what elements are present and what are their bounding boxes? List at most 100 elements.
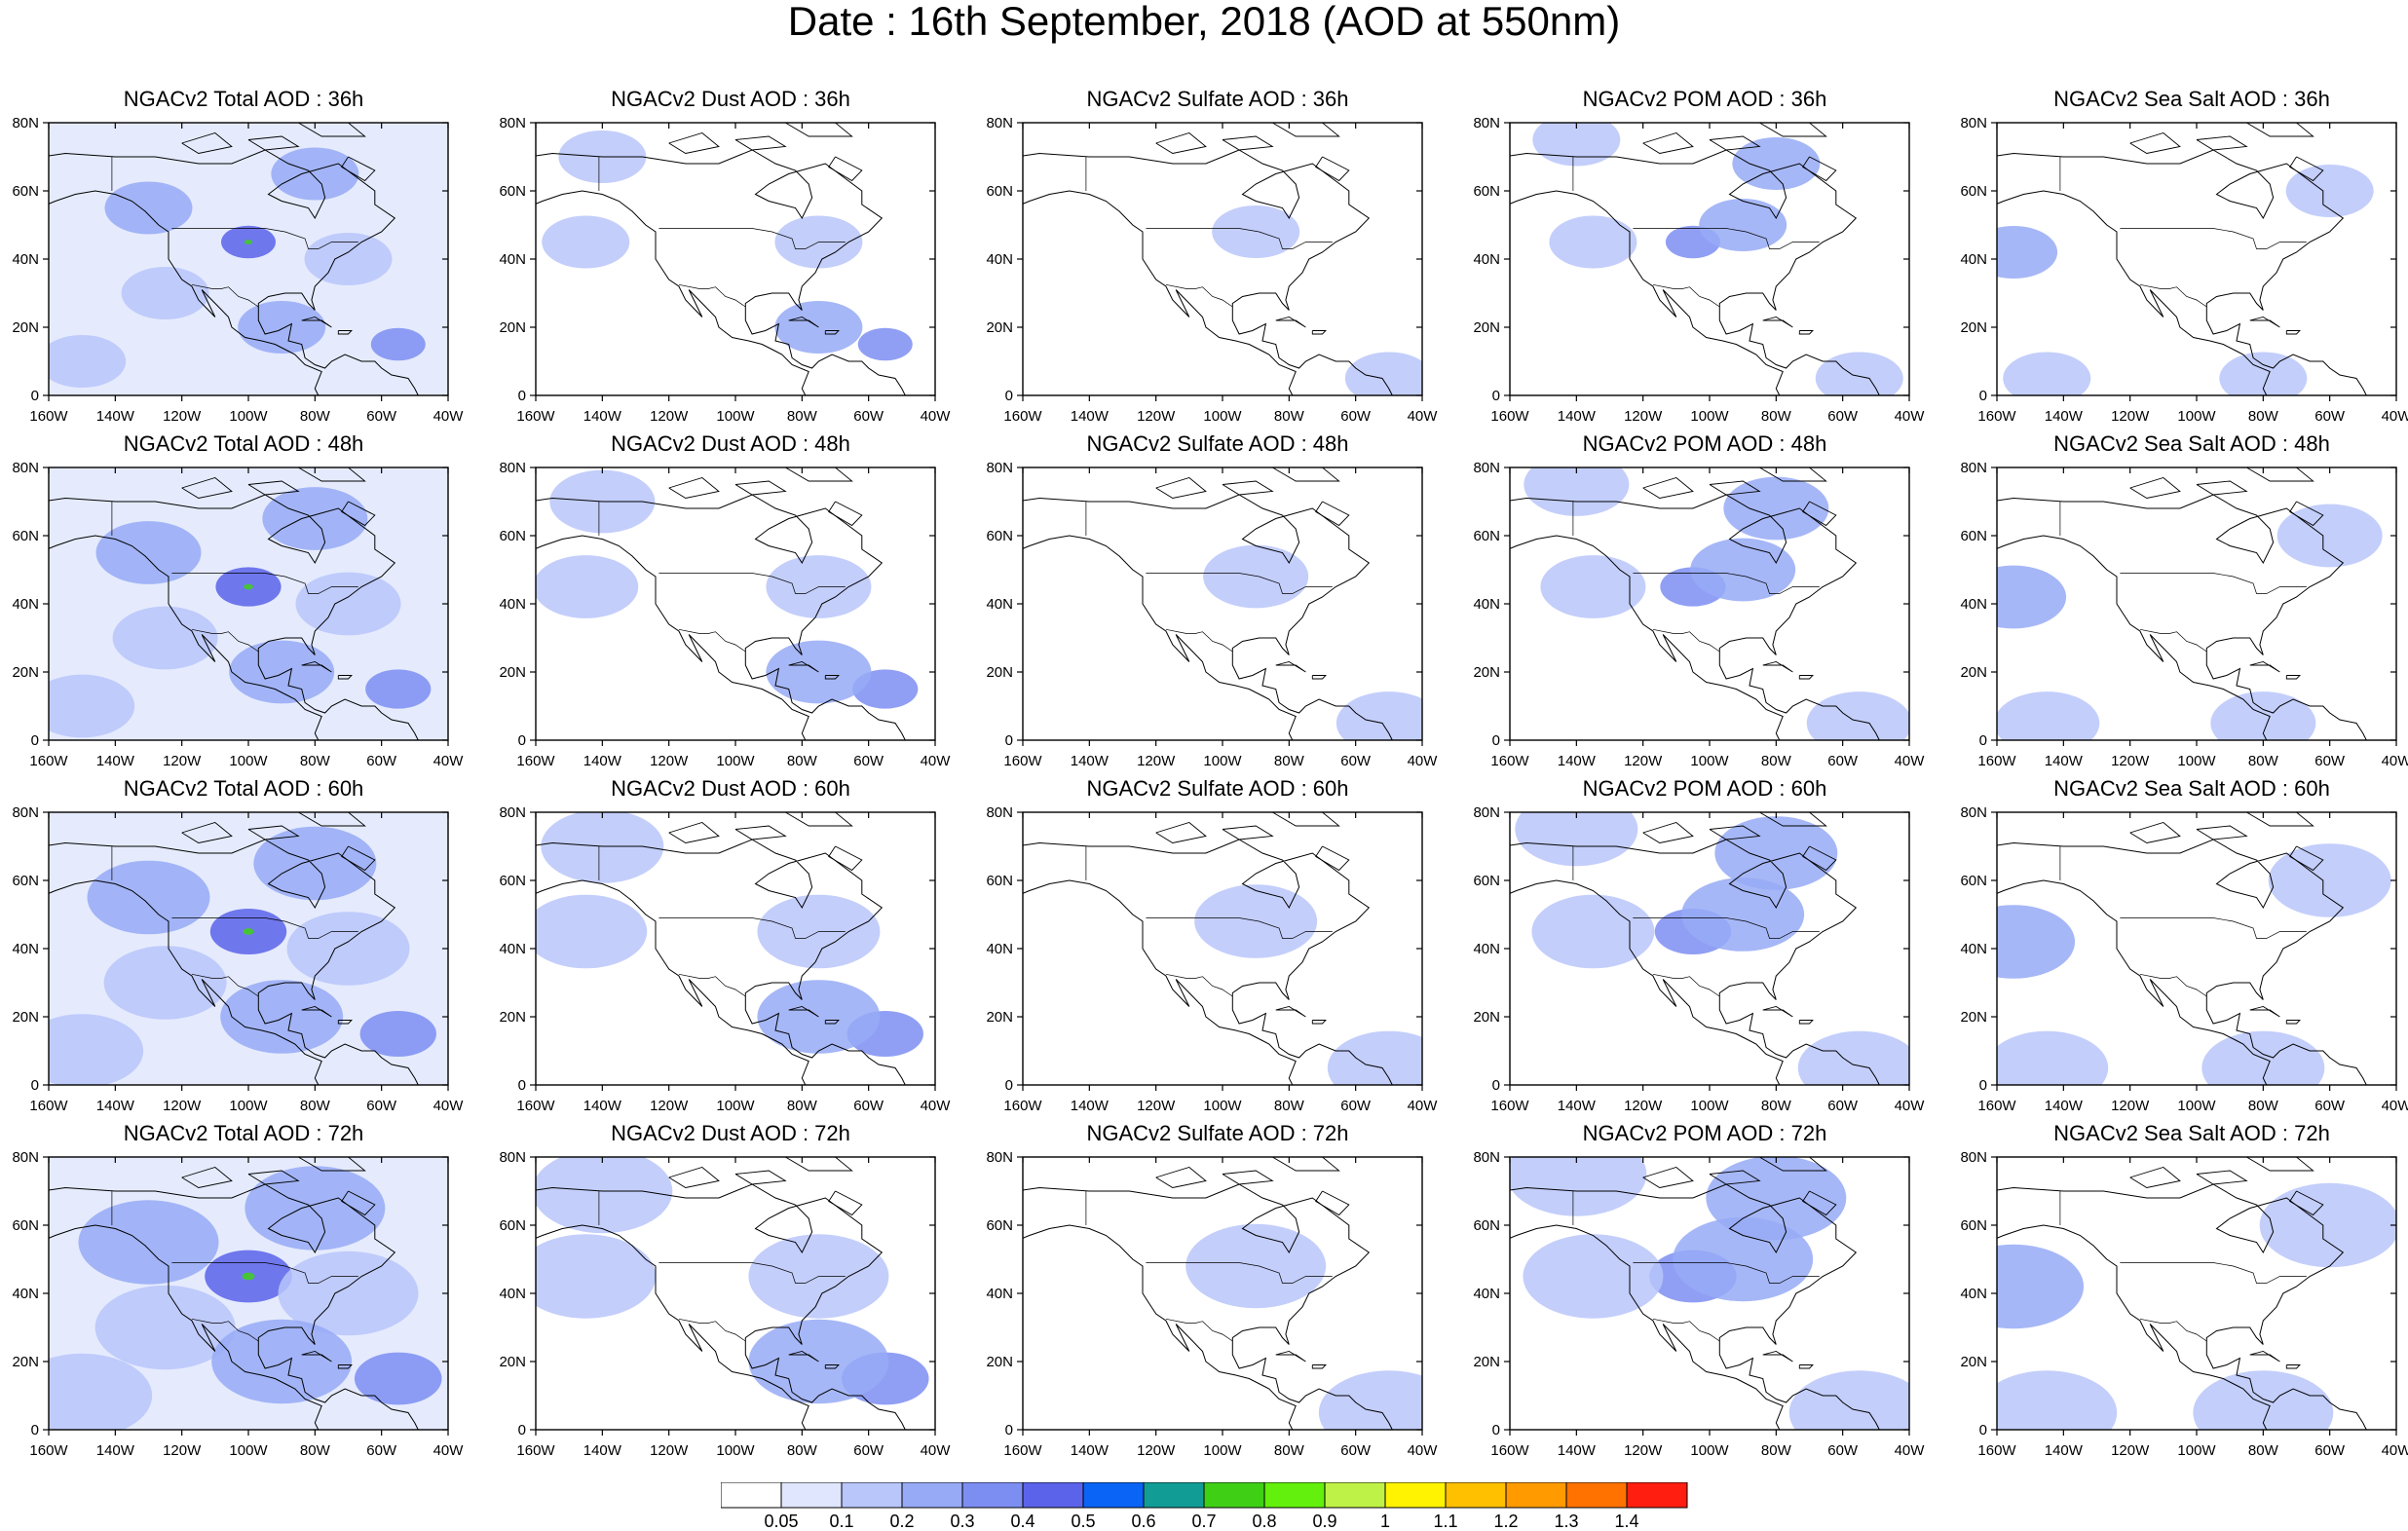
aod-shading [103,946,227,1020]
country-border [678,628,746,653]
lat-tick-label: 20N [986,319,1013,336]
aod-map: 160W 140W 120W 100W 80W 60W 40W 80N 60N 40N 20N 0 [12,115,464,425]
lon-tick-label: 120W [650,753,689,769]
aod-shading [1344,352,1422,395]
island-outline [734,480,787,496]
island-outline [247,480,300,496]
lon-tick-label: 120W [1624,1098,1663,1114]
lon-tick-label: 120W [163,1442,202,1459]
aod-shading [370,327,426,361]
island-outline [2249,1351,2280,1363]
lat-tick-label: 20N [499,319,526,336]
lon-tick-label: 40W [2382,1098,2408,1114]
panel-title: NGACv2 Total AOD : 72h [123,1121,364,1145]
island-outline [2129,1166,2181,1188]
lat-tick-label: 0 [1492,732,1500,749]
coastline [49,494,419,740]
island-outline [2289,845,2324,872]
aod-map: 160W 140W 120W 100W 80W 60W 40W 80N 60N 40N 20N 0 [1473,1149,1925,1459]
lat-tick-label: 60N [499,528,526,544]
country-border [1165,283,1233,308]
island-outline [1802,156,1837,182]
aod-shading [354,1352,442,1405]
aod-shading [857,327,913,361]
aod-shading [774,301,863,354]
lat-tick-label: 0 [518,388,526,404]
lon-tick-label: 60W [1340,408,1372,425]
lon-tick-label: 60W [853,1098,884,1114]
aod-shading [104,181,193,235]
island-outline [337,1020,353,1025]
colorbar-label: 1.2 [1493,1512,1518,1531]
island-outline [2249,1006,2280,1018]
lat-tick-label: 20N [986,664,1013,681]
map-panel: NGACv2 Sea Salt AOD : 60h 160W 140W 120W 100… [1948,775,2408,1114]
lon-tick-label: 140W [1558,408,1597,425]
lon-tick-label: 140W [2045,408,2084,425]
island-outline [2285,1364,2301,1369]
lon-tick-label: 160W [516,753,555,769]
lon-tick-label: 40W [2382,753,2408,769]
lon-tick-label: 100W [1203,408,1242,425]
coastline [1023,1224,1297,1430]
aod-shading [2219,352,2308,395]
map-panel: NGACv2 Sulfate AOD : 72h 160W 140W 120W 100W… [974,1120,1461,1459]
country-border [2139,1318,2207,1342]
island-outline [2285,330,2301,335]
coastline [49,149,419,395]
aod-shading [536,894,648,969]
lat-tick-label: 60N [499,1217,526,1234]
map-panel: NGACv2 Dust AOD : 72h 160W 140W 120W 100W 80W… [487,1120,974,1459]
lat-tick-label: 0 [518,732,526,749]
lon-tick-label: 60W [366,753,397,769]
panel-title: NGACv2 POM AOD : 48h [1582,431,1827,456]
coastline [1023,494,1393,740]
aod-map: 160W 140W 120W 100W 80W 60W 40W 80N 60N 40N 20N 0 [499,115,951,425]
island-outline [1272,467,1340,482]
lon-tick-label: 40W [921,753,952,769]
island-outline [1798,330,1814,335]
lon-tick-label: 60W [853,408,884,425]
lon-tick-label: 160W [1977,753,2016,769]
lat-tick-label: 80N [986,804,1013,821]
coastline [536,839,906,1085]
lat-tick-label: 80N [12,115,39,131]
panel-title: NGACv2 Sulfate AOD : 48h [1086,431,1349,456]
aod-shading [1690,538,1796,602]
lon-tick-label: 80W [300,408,331,425]
aod-map: 160W 140W 120W 100W 80W 60W 40W 80N 60N 40N 20N 0 [986,115,1438,425]
country-border [678,1318,746,1342]
aod-shading [2268,843,2391,917]
lat-tick-label: 0 [31,1422,39,1438]
island-outline [181,476,233,499]
aod-shading [2003,352,2091,395]
island-outline [1275,317,1306,328]
coastline [1510,879,1784,1085]
island-outline [1315,1190,1350,1216]
aod-map: 160W 140W 120W 100W 80W 60W 40W 80N 60N 40N 20N 0 [1960,804,2408,1114]
island-outline [341,1190,376,1216]
aod-shading [365,669,432,709]
aod-map: 160W 140W 120W 100W 80W 60W 40W 80N 60N 40N 20N 0 [1960,460,2408,769]
aod-shading [1788,1370,1909,1430]
colorbar-label: 0.4 [1010,1512,1035,1531]
aod-shading [1194,884,1318,958]
island-outline [298,467,366,482]
lon-tick-label: 140W [583,753,622,769]
lon-tick-label: 140W [96,753,135,769]
colorbar-swatch [1263,1482,1326,1509]
colorbar-swatch [1022,1482,1084,1509]
island-outline [1709,1170,1761,1185]
island-outline [1222,825,1274,840]
lat-tick-label: 0 [1979,732,1987,749]
map-panel: NGACv2 Sulfate AOD : 36h 160W 140W 120W 100W… [974,86,1461,425]
lat-tick-label: 20N [1473,1354,1500,1370]
lon-tick-label: 60W [853,1442,884,1459]
aod-shading [78,1200,219,1285]
lon-tick-label: 80W [1761,408,1792,425]
aod-shading [1540,555,1646,618]
lon-tick-label: 60W [1340,1442,1372,1459]
lat-tick-label: 60N [12,183,39,200]
lon-tick-label: 40W [2382,408,2408,425]
coastline [1023,190,1297,395]
